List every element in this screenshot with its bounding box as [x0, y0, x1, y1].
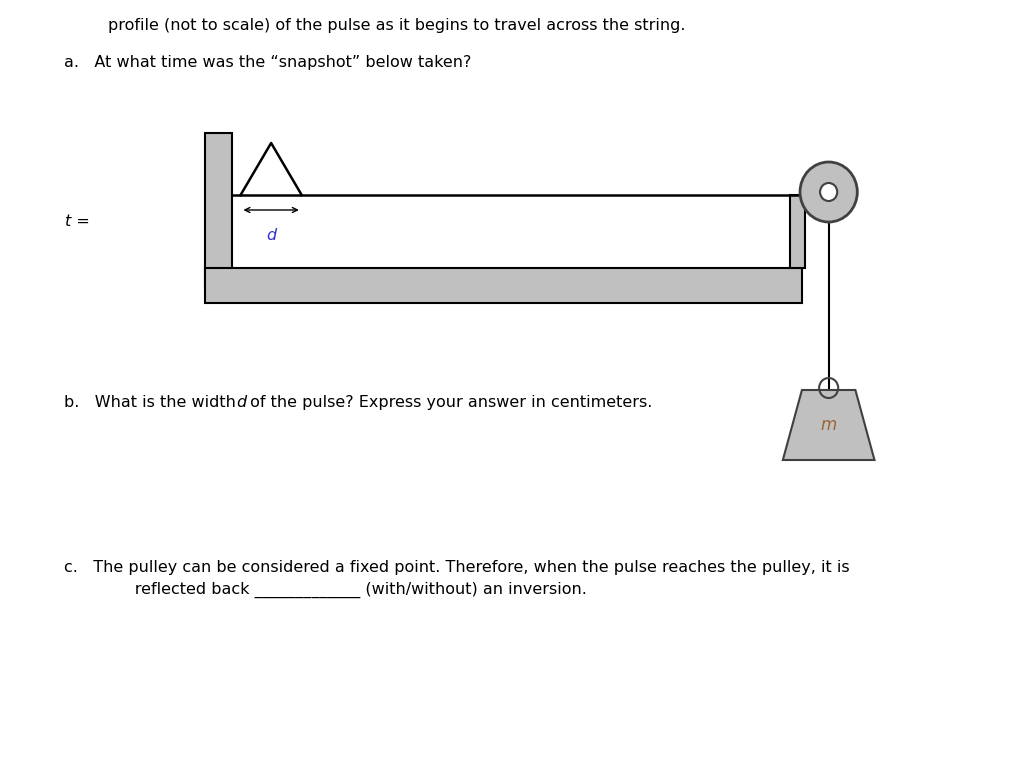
- Circle shape: [800, 162, 858, 222]
- Text: of the pulse? Express your answer in centimeters.: of the pulse? Express your answer in cen…: [245, 395, 652, 410]
- Bar: [790, 195, 805, 268]
- Text: c.   The pulley can be considered a fixed point. Therefore, when the pulse reach: c. The pulley can be considered a fixed …: [64, 560, 849, 575]
- Circle shape: [820, 183, 837, 201]
- Text: t =: t =: [65, 214, 90, 229]
- Text: reflected back _____________ (with/without) an inversion.: reflected back _____________ (with/witho…: [104, 582, 587, 598]
- Text: profile (not to scale) of the pulse as it begins to travel across the string.: profile (not to scale) of the pulse as i…: [108, 18, 685, 33]
- Text: d: d: [237, 395, 247, 410]
- Bar: [205, 133, 232, 288]
- Polygon shape: [783, 390, 874, 460]
- Text: b.   What is the width: b. What is the width: [64, 395, 241, 410]
- Polygon shape: [801, 190, 826, 215]
- Text: a.   At what time was the “snapshot” below taken?: a. At what time was the “snapshot” below…: [64, 55, 472, 70]
- Text: m: m: [821, 416, 837, 434]
- Bar: [205, 268, 801, 303]
- Text: d: d: [266, 228, 277, 243]
